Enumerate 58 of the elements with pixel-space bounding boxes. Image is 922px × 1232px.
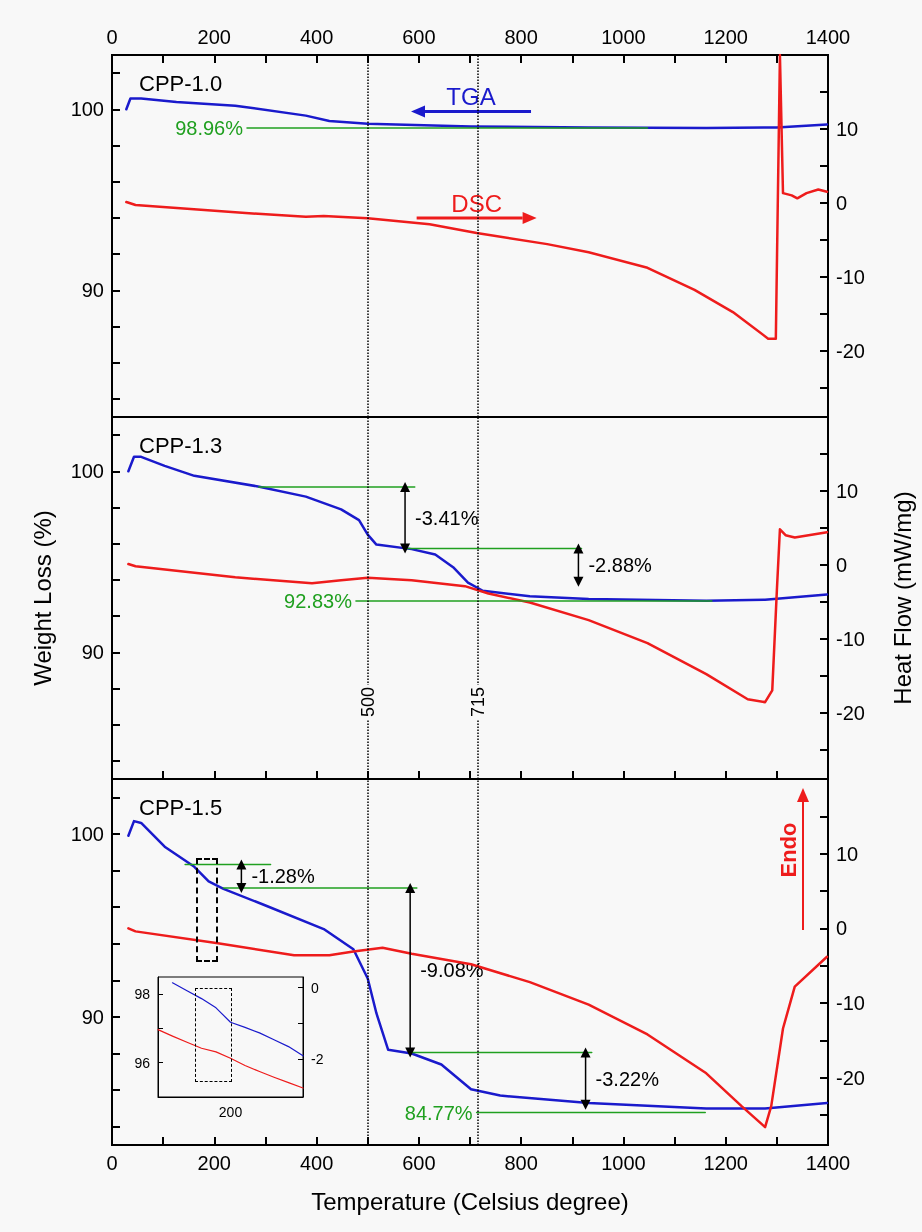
annotation: -3.22% bbox=[595, 1068, 660, 1091]
x-tick-label: 1400 bbox=[805, 1152, 851, 1174]
series-label: DSC bbox=[451, 189, 502, 217]
y2-axis-title: Heat Flow (mW/mg) bbox=[888, 491, 916, 705]
x-axis-title: Temperature (Celsius degree) bbox=[311, 1187, 629, 1215]
x-tick-label: 800 bbox=[504, 1152, 538, 1174]
y2-tick-label: -2 bbox=[311, 1051, 324, 1068]
y-tick-label: 96 bbox=[134, 1054, 151, 1071]
legend-label: TGA bbox=[446, 83, 496, 110]
y2-tick-label: -20 bbox=[836, 701, 865, 724]
y-tick-label: 90 bbox=[81, 641, 104, 664]
x-tick-label: 0 bbox=[106, 1152, 118, 1174]
x-tick-label: 800 bbox=[504, 26, 538, 48]
x-tick-label: 0 bbox=[106, 26, 118, 48]
y2-tick-label: -20 bbox=[836, 339, 865, 362]
annotation: -1.28% bbox=[251, 865, 315, 888]
y-tick-label: 100 bbox=[70, 822, 104, 845]
x-tick-label: 600 bbox=[402, 1152, 436, 1174]
text: CPP-1.3 bbox=[139, 432, 223, 458]
ref-line-label: 715 bbox=[467, 686, 488, 717]
y2-tick-label: 10 bbox=[836, 117, 859, 140]
x-tick-label: 400 bbox=[299, 1152, 334, 1174]
y2-tick-label: 10 bbox=[836, 479, 859, 502]
y2-tick-label: 0 bbox=[311, 979, 319, 996]
x-tick-label: 200 bbox=[218, 1104, 243, 1120]
x-tick-label: 1400 bbox=[805, 26, 851, 48]
annotation: Endo bbox=[775, 822, 801, 878]
y-tick-label: 90 bbox=[81, 279, 104, 302]
y2-tick-label: 0 bbox=[836, 191, 848, 214]
annotation: -2.88% bbox=[588, 554, 653, 577]
x-tick-label: 1000 bbox=[601, 26, 646, 48]
y2-tick-label: -20 bbox=[836, 1066, 865, 1089]
x-tick-label: 1200 bbox=[703, 26, 748, 48]
x-tick-label: 1000 bbox=[601, 1152, 646, 1174]
x-tick-label: 200 bbox=[197, 1152, 231, 1174]
y2-tick-label: -10 bbox=[836, 627, 865, 650]
annotation: -3.41% bbox=[415, 506, 479, 529]
y-tick-label: 100 bbox=[70, 460, 104, 483]
text: CPP-1.0 bbox=[139, 70, 223, 96]
data-label: 92.83% bbox=[284, 590, 353, 613]
x-tick-label: 1200 bbox=[703, 1152, 748, 1174]
data-label: 98.96% bbox=[175, 117, 244, 140]
y2-tick-label: -10 bbox=[836, 992, 865, 1015]
x-tick-label: 600 bbox=[402, 26, 436, 48]
y2-tick-label: 10 bbox=[836, 842, 859, 865]
annotation: -9.08% bbox=[420, 959, 484, 982]
y-axis-title: Weight Loss (%) bbox=[28, 510, 56, 686]
ref-line-label: 500 bbox=[357, 686, 378, 717]
y2-tick-label: 0 bbox=[836, 553, 848, 576]
y-tick-label: 90 bbox=[81, 1005, 104, 1028]
data-label: 84.77% bbox=[404, 1101, 473, 1124]
y2-tick-label: 0 bbox=[836, 917, 848, 940]
x-tick-label: 400 bbox=[299, 26, 334, 48]
y2-tick-label: -10 bbox=[836, 265, 865, 288]
y-tick-label: 100 bbox=[70, 98, 104, 121]
y-tick-label: 98 bbox=[134, 986, 151, 1003]
text: CPP-1.5 bbox=[139, 794, 223, 820]
x-tick-label: 200 bbox=[197, 26, 231, 48]
